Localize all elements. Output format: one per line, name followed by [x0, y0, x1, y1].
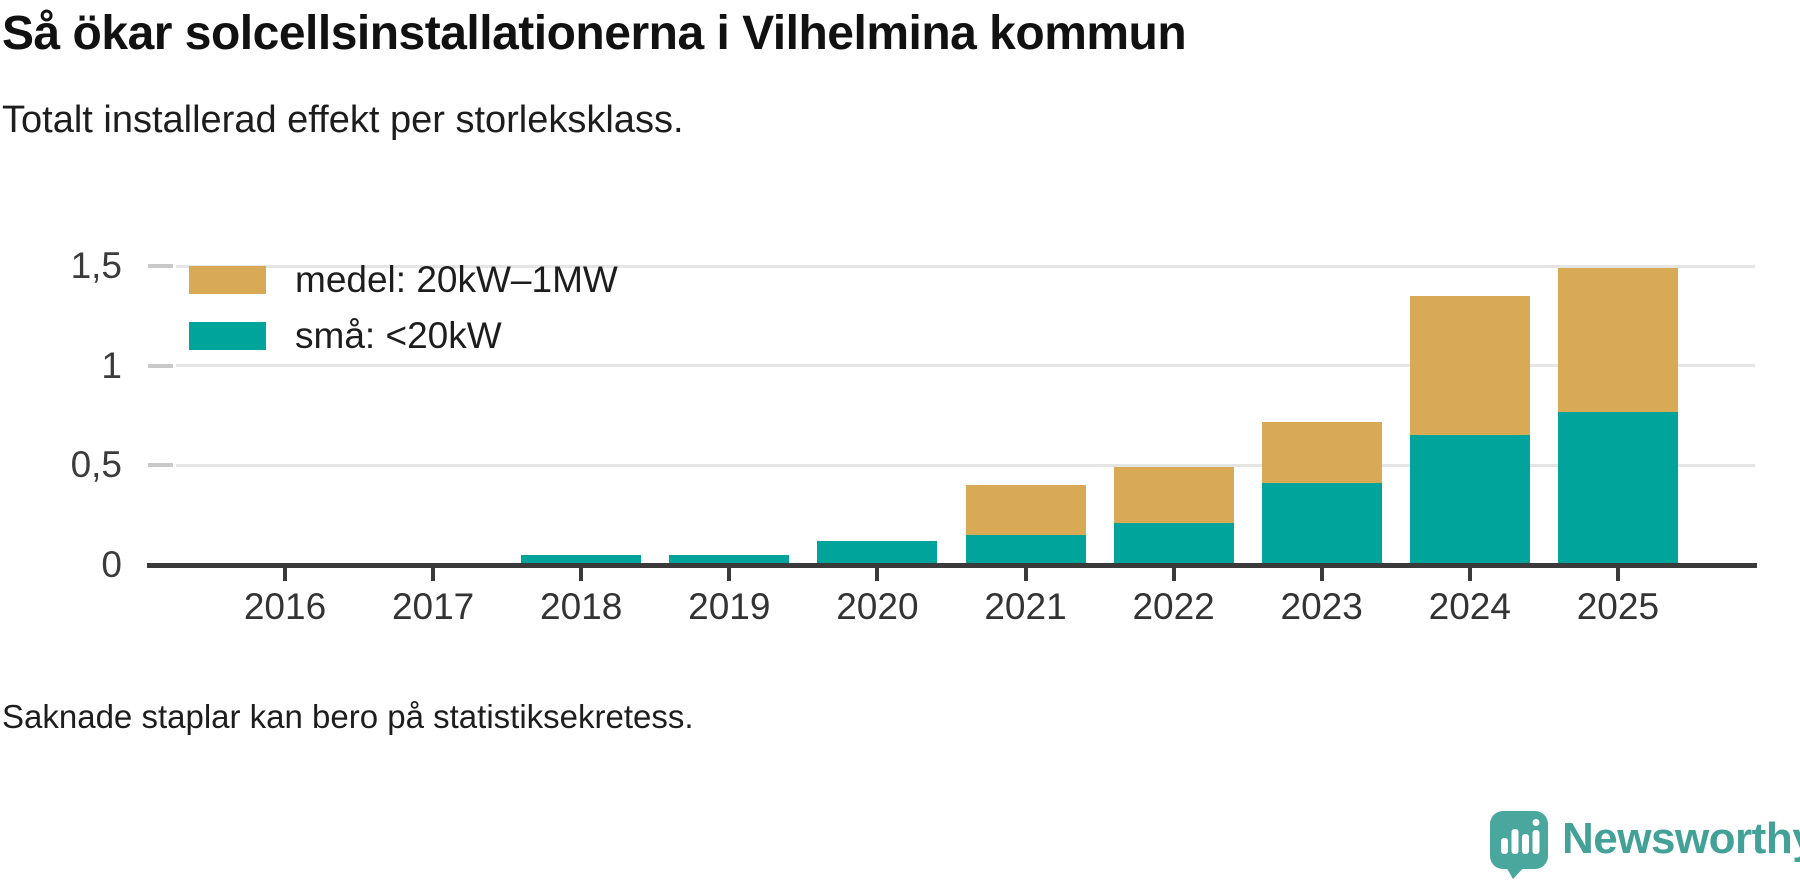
x-tick-2019	[727, 567, 732, 581]
x-tick-2024	[1467, 567, 1472, 581]
bar-2025-medel	[1557, 268, 1678, 412]
footnote: Saknade staplar kan bero på statistiksek…	[2, 698, 694, 735]
chart-title: Så ökar solcellsinstallationerna i Vilhe…	[2, 7, 1187, 60]
bar-2024-medel	[1409, 295, 1530, 436]
x-tick-2025	[1615, 567, 1620, 581]
x-tick-2022	[1171, 567, 1176, 581]
x-axis-label-2021: 2021	[984, 586, 1067, 627]
bar-2018-sma	[521, 555, 642, 565]
gridline-1	[176, 364, 1755, 368]
legend-swatch-sma	[189, 321, 266, 350]
bar-2023-sma	[1261, 483, 1382, 565]
bar-2023-medel	[1261, 421, 1382, 484]
x-axis-line	[147, 563, 1757, 568]
y-axis-label-0: 0	[101, 544, 122, 585]
x-tick-2020	[875, 567, 880, 581]
bar-2021-medel	[965, 485, 1086, 536]
legend-label-sma: små: <20kW	[295, 314, 502, 356]
newsworthy-bubble-chart-icon	[1490, 811, 1548, 879]
y-tick-0,5	[148, 463, 173, 468]
x-axis-label-2018: 2018	[540, 586, 623, 627]
gridline-0,5	[176, 463, 1755, 467]
legend-label-medel: medel: 20kW–1MW	[295, 258, 618, 300]
newsworthy-logo: Newsworthy	[1488, 810, 1800, 880]
x-axis-label-2022: 2022	[1132, 586, 1215, 627]
x-axis-label-2023: 2023	[1280, 586, 1363, 627]
x-tick-2023	[1319, 567, 1324, 581]
x-axis-label-2017: 2017	[391, 586, 475, 627]
chart-legend: medel: 20kW–1MW små: <20kW	[189, 258, 618, 357]
newsworthy-wordmark: Newsworthy	[1562, 814, 1800, 863]
bar-2019-sma	[669, 555, 790, 565]
x-axis-label-2024: 2024	[1428, 586, 1511, 627]
gridline-1,5	[176, 264, 1755, 268]
bar-2022-sma	[1113, 523, 1234, 565]
chart-subtitle: Totalt installerad effekt per storlekskl…	[2, 99, 684, 141]
legend-swatch-medel	[189, 265, 266, 294]
bar-2021-sma	[965, 535, 1086, 565]
bar-2024-sma	[1409, 435, 1530, 565]
bar-2020-sma	[817, 541, 938, 565]
x-axis-label-2019: 2019	[688, 586, 771, 627]
x-axis-label-2016: 2016	[243, 586, 327, 627]
y-axis-label-0,5: 0,5	[70, 444, 122, 486]
y-tick-1,5	[148, 264, 173, 269]
x-axis-label-2020: 2020	[836, 586, 919, 627]
bar-2025-sma	[1557, 411, 1678, 565]
y-axis-label-1: 1	[101, 344, 122, 386]
bar-2022-medel	[1113, 467, 1234, 524]
legend-item-medel: medel: 20kW–1MW	[189, 258, 618, 301]
x-tick-2021	[1023, 567, 1028, 581]
y-axis-label-1,5: 1,5	[70, 245, 122, 287]
legend-item-sma: små: <20kW	[189, 314, 618, 357]
y-tick-1	[148, 363, 173, 368]
x-axis-label-2025: 2025	[1576, 586, 1660, 627]
x-tick-2018	[579, 567, 584, 581]
x-tick-2017	[431, 567, 436, 581]
x-tick-2016	[283, 567, 287, 581]
